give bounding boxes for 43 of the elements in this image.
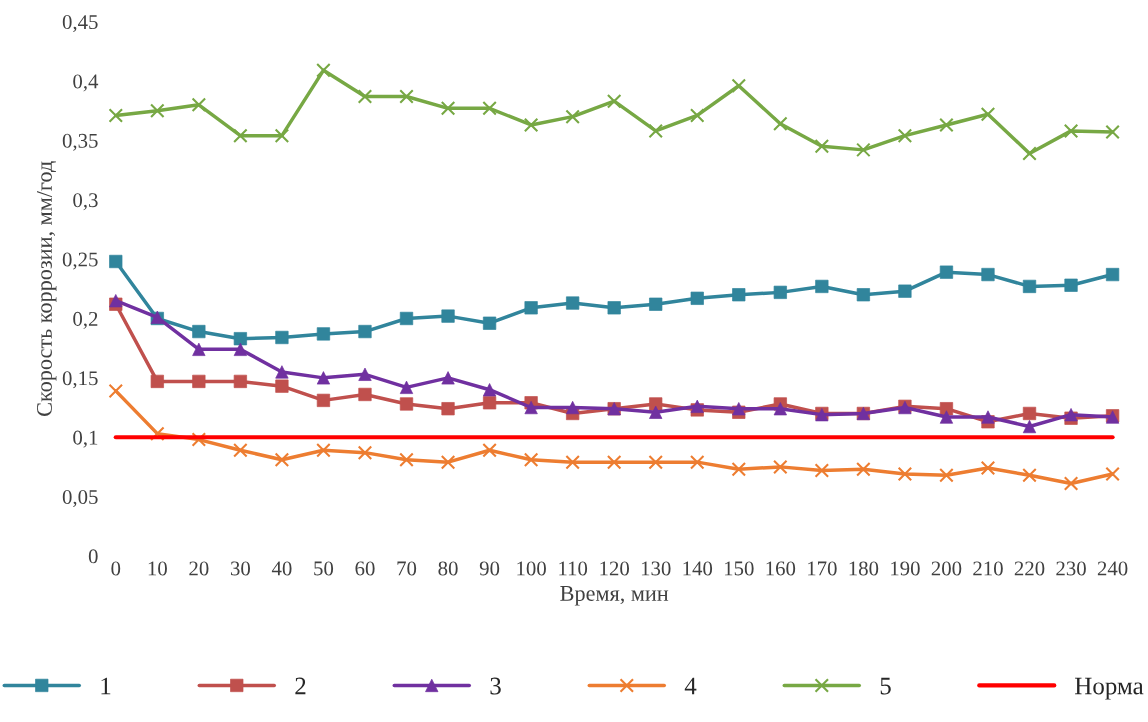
x-tick-label: 110 — [559, 561, 588, 576]
y-tick-label: 0,3 — [73, 193, 98, 211]
x-tick-label: 10 — [148, 561, 167, 576]
x-tick-label: 40 — [271, 561, 292, 576]
x-tick-label: 60 — [355, 561, 375, 576]
legend-label: 4 — [684, 677, 697, 695]
x-tick-label: 230 — [1056, 561, 1086, 576]
x-tick-label: 170 — [808, 561, 837, 576]
y-tick-label: 0,25 — [62, 252, 98, 270]
y-axis-title: Скорость коррозии, мм/год — [37, 161, 57, 416]
y-tick-label: 0,05 — [62, 489, 98, 508]
y-tick-label: 0,45 — [62, 15, 98, 33]
legend-label: 5 — [880, 677, 891, 695]
x-tick-label: 150 — [724, 561, 754, 576]
x-tick-label: 160 — [766, 561, 796, 576]
y-tick-label: 0 — [88, 549, 98, 564]
x-tick-label: 20 — [189, 561, 209, 576]
y-tick-label: 0,1 — [73, 430, 98, 448]
x-tick-label: 100 — [517, 561, 546, 576]
x-tick-label: 0 — [111, 561, 121, 576]
x-tick-label: 190 — [891, 561, 920, 576]
x-tick-label: 30 — [230, 561, 250, 576]
legend-label: 1 — [101, 677, 111, 695]
x-tick-label: 120 — [600, 561, 630, 576]
x-tick-label: 200 — [931, 561, 962, 576]
x-tick-label: 180 — [849, 561, 879, 576]
legend-label: Норма — [1075, 677, 1144, 700]
x-tick-label: 220 — [1014, 561, 1045, 576]
legend-label: 2 — [295, 677, 306, 695]
x-tick-label: 50 — [314, 561, 334, 576]
y-tick-label: 0,35 — [62, 133, 98, 151]
x-tick-label: 210 — [973, 561, 1003, 576]
y-tick-label: 0,15 — [62, 371, 98, 389]
y-tick-label: 0,2 — [73, 311, 98, 329]
x-tick-label: 70 — [397, 561, 417, 576]
x-axis-title: Время, мин — [560, 586, 669, 606]
x-tick-label: 90 — [479, 561, 500, 576]
x-tick-label: 140 — [683, 561, 713, 576]
x-tick-label: 80 — [438, 561, 458, 576]
x-tick-label: 240 — [1097, 561, 1128, 576]
y-tick-label: 0,4 — [73, 74, 99, 92]
x-tick-label: 130 — [641, 561, 671, 576]
legend-label: 3 — [490, 677, 501, 695]
